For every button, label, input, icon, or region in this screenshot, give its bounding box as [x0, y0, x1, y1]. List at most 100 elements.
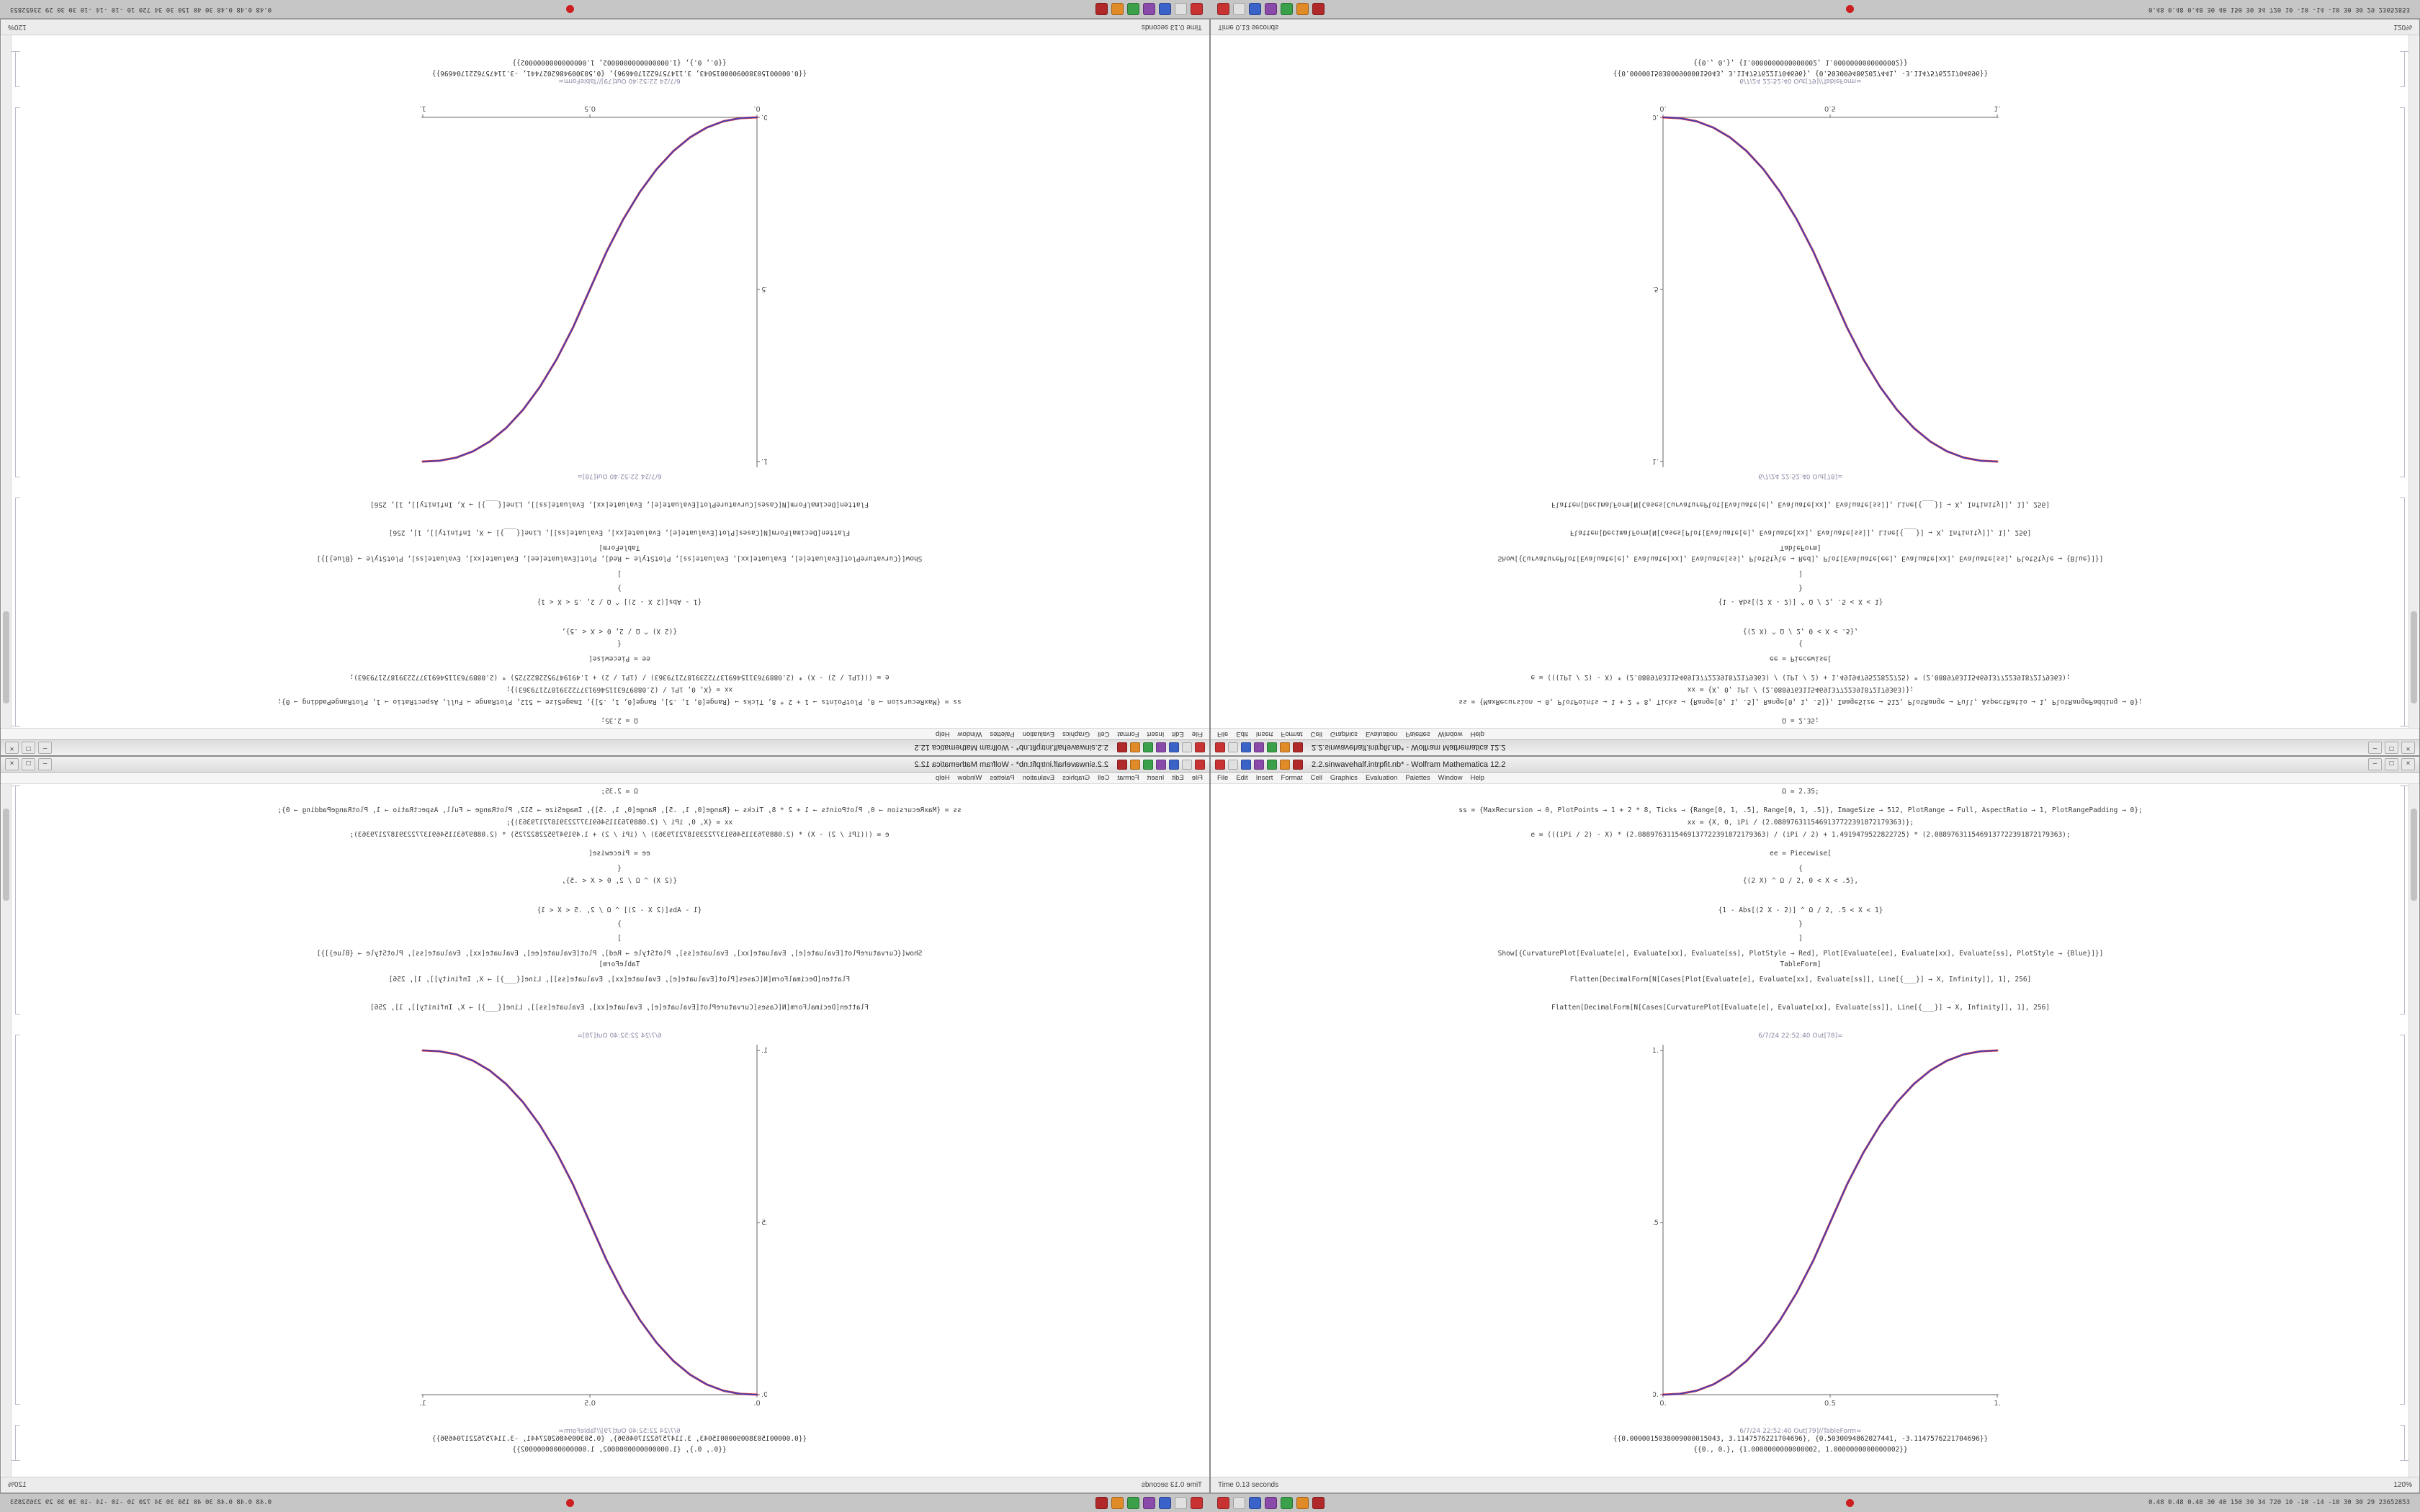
titlebar-app-icon[interactable]	[1182, 742, 1192, 753]
taskbar-app-icon[interactable]	[1233, 3, 1245, 15]
minimize-button[interactable]: –	[2368, 742, 2382, 754]
titlebar-app-icon[interactable]	[1169, 742, 1179, 753]
notebook-input-line[interactable]: {1 - Abs[(2 X - 2)] ^ Ω / 2, .5 < X < 1}	[537, 598, 702, 606]
menu-item-palettes[interactable]: Palettes	[1405, 730, 1430, 738]
taskbar-app-icon[interactable]	[1111, 1497, 1124, 1509]
notebook-input-line[interactable]: TableForm]	[599, 544, 640, 552]
taskbar-app-icon[interactable]	[1127, 1497, 1139, 1509]
notebook-input-line[interactable]: {	[1798, 639, 1803, 647]
menu-item-file[interactable]: File	[1217, 774, 1229, 782]
menu-item-evaluation[interactable]: Evaluation	[1365, 774, 1398, 782]
menu-item-cell[interactable]: Cell	[1098, 730, 1110, 738]
menu-item-edit[interactable]: Edit	[1172, 774, 1184, 782]
notebook-content[interactable]: Ω = 2.35; ss = {MaxRecursion → 0, PlotPo…	[1211, 784, 2419, 1477]
taskbar-app-icon[interactable]	[1159, 3, 1171, 15]
menu-item-file[interactable]: File	[1191, 730, 1203, 738]
notebook-input-line[interactable]: }	[1798, 584, 1803, 592]
notebook-input-line[interactable]: Show[{CurvaturePlot[Evaluate[e], Evaluat…	[316, 554, 923, 562]
notebook-input-line[interactable]: {(2 X) ^ Ω / 2, 0 < X < .5},	[1742, 627, 1859, 635]
notebook-input-line[interactable]: TableForm]	[599, 960, 640, 968]
menu-item-insert[interactable]: Insert	[1255, 730, 1273, 738]
taskbar-app-icon[interactable]	[1233, 1497, 1245, 1509]
maximize-button[interactable]: □	[2385, 758, 2398, 770]
taskbar-app-icon[interactable]	[1312, 3, 1325, 15]
menu-item-edit[interactable]: Edit	[1172, 730, 1184, 738]
titlebar-app-icon[interactable]	[1280, 759, 1290, 770]
titlebar-app-icon[interactable]	[1241, 759, 1251, 770]
menu-item-edit[interactable]: Edit	[1236, 730, 1248, 738]
menu-item-evaluation[interactable]: Evaluation	[1022, 774, 1055, 782]
alert-indicator-icon[interactable]	[1846, 1499, 1854, 1507]
notebook-input-line[interactable]: {1 - Abs[(2 X - 2)] ^ Ω / 2, .5 < X < 1}	[1718, 598, 1883, 606]
window-titlebar[interactable]: 2.2.sinwavehalf.intrpfit.nb* - Wolfram M…	[1, 739, 1209, 755]
notebook-input-line[interactable]: xx = {X, 0, iPi / (2.0889763115469137722…	[506, 819, 733, 827]
minimize-button[interactable]: –	[38, 758, 52, 770]
window-titlebar[interactable]: 2.2.sinwavehalf.intrpfit.nb* - Wolfram M…	[1211, 739, 2419, 755]
menu-item-palettes[interactable]: Palettes	[1405, 774, 1430, 782]
taskbar-app-icon[interactable]	[1265, 3, 1277, 15]
notebook-input-line[interactable]: e = (((iPi / 2) - X) * (2.08897631154691…	[1531, 673, 2071, 681]
titlebar-app-icon[interactable]	[1228, 742, 1238, 753]
menu-item-cell[interactable]: Cell	[1098, 774, 1110, 782]
taskbar-app-icon[interactable]	[1217, 1497, 1229, 1509]
notebook-input-line[interactable]: ]	[617, 570, 622, 577]
notebook-input-line[interactable]: xx = {X, 0, iPi / (2.0889763115469137722…	[1687, 819, 1914, 827]
titlebar-app-icon[interactable]	[1130, 759, 1140, 770]
notebook-input-line[interactable]: {1 - Abs[(2 X - 2)] ^ Ω / 2, .5 < X < 1}	[537, 906, 702, 914]
titlebar-app-icon[interactable]	[1215, 759, 1225, 770]
notebook-input-line[interactable]: ee = Piecewise[	[588, 850, 650, 858]
taskbar-app-icon[interactable]	[1312, 1497, 1325, 1509]
zoom-level[interactable]: 120%	[8, 1481, 27, 1489]
notebook-input-line[interactable]: Show[{CurvaturePlot[Evaluate[e], Evaluat…	[1497, 554, 2104, 562]
scrollbar-thumb[interactable]	[3, 809, 9, 901]
menu-item-format[interactable]: Format	[1281, 730, 1303, 738]
titlebar-app-icon[interactable]	[1195, 742, 1205, 753]
menu-item-file[interactable]: File	[1217, 730, 1229, 738]
window-titlebar[interactable]: 2.2.sinwavehalf.intrpfit.nb* - Wolfram M…	[1, 757, 1209, 773]
taskbar-app-icon[interactable]	[1249, 3, 1261, 15]
vertical-scrollbar[interactable]	[2408, 35, 2419, 728]
titlebar-app-icon[interactable]	[1117, 742, 1127, 753]
titlebar-app-icon[interactable]	[1267, 742, 1277, 753]
menu-item-insert[interactable]: Insert	[1147, 730, 1165, 738]
taskbar-app-icon[interactable]	[1143, 3, 1155, 15]
notebook-input-line[interactable]: e = (((iPi / 2) - X) * (2.08897631154691…	[349, 831, 889, 839]
notebook-input-line[interactable]: {	[1798, 865, 1803, 873]
maximize-button[interactable]: □	[2385, 742, 2398, 754]
notebook-input-line[interactable]: Flatten[DecimalForm[N[Cases[CurvaturePlo…	[1551, 500, 2051, 508]
notebook-input-line[interactable]: Flatten[DecimalForm[N[Cases[Plot[Evaluat…	[388, 976, 851, 984]
taskbar-app-icon[interactable]	[1281, 1497, 1293, 1509]
notebook-input-line[interactable]: Flatten[DecimalForm[N[Cases[CurvaturePlo…	[1551, 1004, 2051, 1012]
menu-item-graphics[interactable]: Graphics	[1062, 730, 1090, 738]
notebook-input-line[interactable]: ss = {MaxRecursion → 0, PlotPoints → 1 +…	[1458, 698, 2143, 706]
notebook-input-line[interactable]: }	[617, 920, 622, 928]
zoom-level[interactable]: 120%	[2393, 1481, 2412, 1489]
taskbar-app-icon[interactable]	[1249, 1497, 1261, 1509]
menu-item-insert[interactable]: Insert	[1147, 774, 1165, 782]
titlebar-app-icon[interactable]	[1215, 742, 1225, 753]
notebook-input-line[interactable]: ee = Piecewise[	[1770, 850, 1832, 858]
titlebar-app-icon[interactable]	[1293, 742, 1303, 753]
notebook-input-line[interactable]: Flatten[DecimalForm[N[Cases[Plot[Evaluat…	[1569, 976, 2032, 984]
titlebar-app-icon[interactable]	[1241, 742, 1251, 753]
scrollbar-thumb[interactable]	[3, 611, 9, 703]
notebook-input-line[interactable]: Flatten[DecimalForm[N[Cases[CurvaturePlo…	[369, 500, 869, 508]
notebook-input-line[interactable]: e = (((iPi / 2) - X) * (2.08897631154691…	[1531, 831, 2071, 839]
notebook-input-line[interactable]: ]	[617, 935, 622, 942]
menu-item-cell[interactable]: Cell	[1310, 730, 1322, 738]
vertical-scrollbar[interactable]	[1, 784, 12, 1477]
notebook-input-line[interactable]: Show[{CurvaturePlot[Evaluate[e], Evaluat…	[316, 950, 923, 958]
menu-item-window[interactable]: Window	[1438, 774, 1463, 782]
notebook-content[interactable]: Ω = 2.35; ss = {MaxRecursion → 0, PlotPo…	[1211, 35, 2419, 728]
menu-item-window[interactable]: Window	[1438, 730, 1463, 738]
notebook-input-line[interactable]: xx = {X, 0, iPi / (2.0889763115469137722…	[506, 685, 733, 693]
menu-item-edit[interactable]: Edit	[1236, 774, 1248, 782]
taskbar-app-icon[interactable]	[1217, 3, 1229, 15]
menu-item-insert[interactable]: Insert	[1255, 774, 1273, 782]
notebook-input-line[interactable]: {	[617, 865, 622, 873]
taskbar-app-icon[interactable]	[1143, 1497, 1155, 1509]
titlebar-app-icon[interactable]	[1195, 759, 1205, 770]
menu-item-palettes[interactable]: Palettes	[990, 730, 1015, 738]
taskbar-app-icon[interactable]	[1159, 1497, 1171, 1509]
titlebar-app-icon[interactable]	[1182, 759, 1192, 770]
